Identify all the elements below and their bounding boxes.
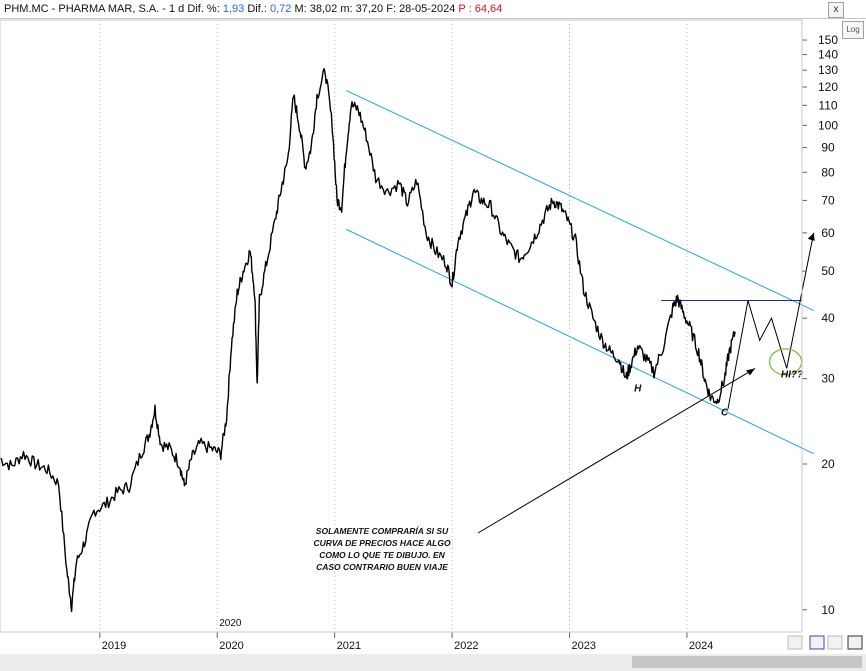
dif-label: Dif.: [247, 3, 267, 15]
y-tick-label-100: 100 [818, 118, 838, 132]
print-icon [847, 635, 863, 650]
trend-channel [346, 90, 814, 455]
collapse-icon [787, 635, 803, 650]
y-tick-label-10: 10 [821, 603, 835, 617]
scrollbar-track [0, 654, 866, 671]
max-label: M: [294, 3, 307, 15]
bottom-date-label: 2020 [219, 618, 242, 629]
price-series-line [0, 67, 736, 613]
annotation-label-2: HI?? [781, 369, 803, 380]
ticker-title: PHM.MC - PHARMA MAR, S.A. - 1 d [4, 3, 185, 15]
x-tick-label-2019: 2019 [102, 640, 126, 652]
annotation-label-0: H [634, 384, 642, 395]
bottom-toolbar [0, 635, 866, 671]
scrollbar-thumb [632, 656, 862, 668]
min-label: m: [340, 3, 353, 15]
price-value: 64,64 [474, 3, 503, 15]
log-scale-toggle[interactable]: Log [842, 21, 864, 39]
chart-header: PHM.MC - PHARMA MAR, S.A. - 1 d Dif. %: … [0, 0, 866, 19]
note-line-3: CASO CONTRARIO BUEN VIAJE [316, 562, 448, 572]
annotations: H C HI?? SOLAMENTE COMPRARÍA SI SU CURVA DE … [313, 232, 815, 572]
x-tick-label-2023: 2023 [572, 640, 596, 652]
y-tick-label-30: 30 [821, 372, 835, 386]
date-label: F: [386, 3, 396, 15]
y-tick-label-70: 70 [821, 193, 835, 207]
y-tick-label-120: 120 [818, 80, 838, 94]
x-tick-label-2024: 2024 [689, 640, 713, 652]
channel-lower-line [346, 228, 814, 455]
y-tick-label-90: 90 [821, 141, 835, 155]
y-tick-label-40: 40 [821, 311, 835, 325]
dif-pct-value: 1,93 [222, 3, 245, 15]
dif-pct-label: Dif. %: [187, 3, 220, 15]
x-tick-label-2022: 2022 [454, 640, 478, 652]
annotation-label-1: C [721, 407, 729, 418]
note-line-0: SOLAMENTE COMPRARÍA SI SU [316, 526, 449, 536]
x-axis: 2019 2020 2021 2022 2023 2024 2020 [0, 618, 802, 652]
note-arrow-line [477, 367, 756, 534]
y-tick-label-110: 110 [818, 98, 837, 112]
x-tick-label-2020: 2020 [219, 640, 243, 652]
expand-icon [827, 635, 843, 650]
y-tick-label-140: 140 [818, 48, 838, 62]
highlight-circle [768, 348, 803, 376]
close-button[interactable]: x [828, 2, 844, 18]
x-tick-label-2021: 2021 [337, 640, 361, 652]
y-tick-label-20: 20 [821, 457, 835, 471]
y-tick-label-60: 60 [821, 226, 835, 240]
y-tick-label-130: 130 [818, 63, 838, 77]
dif-value: 0,72 [269, 3, 292, 15]
channel-upper-line [346, 90, 814, 311]
y-tick-label-50: 50 [821, 264, 835, 278]
projection-arrowhead [807, 232, 815, 241]
y-tick-label-80: 80 [821, 165, 835, 179]
y-tick-label-150: 150 [818, 33, 838, 47]
price-label: P : [458, 3, 472, 15]
grid-lines [99, 20, 688, 632]
plot-frame [0, 19, 803, 633]
save-icon [809, 635, 825, 650]
note-line-2: COMO LO QUE TE DIBUJO. EN [319, 550, 445, 560]
date-value: 28-05-2024 [399, 3, 456, 15]
max-value: 38,02 [309, 3, 338, 15]
note-arrowhead [746, 368, 756, 376]
projection-path [727, 232, 815, 409]
min-value: 37,20 [355, 3, 384, 15]
note-line-1: CURVA DE PRECIOS HACE ALGO [313, 538, 451, 548]
